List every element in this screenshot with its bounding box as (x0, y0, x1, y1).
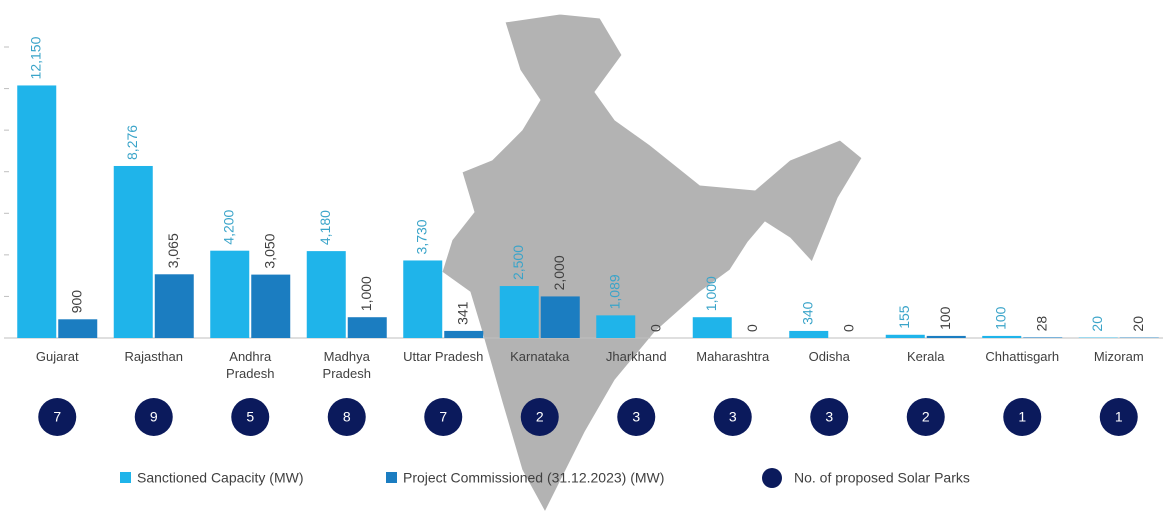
data-label: 3,050 (261, 233, 277, 268)
park-circle (231, 398, 270, 436)
data-label: 20 (1089, 316, 1105, 332)
bar (210, 250, 250, 338)
x-tick-label: Kerala (906, 349, 945, 364)
bar (982, 335, 1022, 338)
legend-swatch (386, 472, 397, 483)
park-circle (1099, 398, 1138, 436)
park-count: 7 (439, 409, 447, 425)
park-circle (134, 398, 173, 436)
x-tick-label: Chhattisgarh (985, 349, 1060, 364)
data-label: 155 (896, 305, 912, 329)
data-label: 28 (1033, 316, 1049, 332)
legend-swatch (120, 472, 131, 483)
x-tick-label: Odisha (808, 349, 850, 364)
bar (113, 165, 153, 338)
park-count: 1 (1018, 409, 1026, 425)
data-label: 1,089 (606, 274, 622, 309)
bar (306, 251, 346, 338)
park-count: 3 (632, 409, 640, 425)
park-circle (906, 398, 945, 436)
legend-label: No. of proposed Solar Parks (794, 470, 970, 486)
data-label: 8,276 (124, 125, 140, 160)
legend-label: Project Commissioned (31.12.2023) (MW) (403, 470, 664, 486)
india-map (441, 13, 863, 514)
x-tick-label: Mizoram (1093, 349, 1144, 364)
legend-label: Sanctioned Capacity (MW) (137, 470, 304, 486)
park-circle (424, 398, 463, 436)
data-label: 900 (68, 290, 84, 314)
bar (17, 85, 57, 338)
park-circle (38, 398, 77, 436)
data-label: 1,000 (358, 276, 374, 311)
bar (789, 330, 829, 338)
data-label: 340 (799, 301, 815, 325)
park-count: 3 (729, 409, 737, 425)
park-count: 2 (536, 409, 544, 425)
bar (58, 319, 98, 338)
x-tick-label: Jharkhand (605, 349, 667, 364)
bar (444, 330, 484, 338)
park-count: 9 (150, 409, 158, 425)
x-tick-label: Andhra Pradesh (226, 349, 275, 381)
park-count: 1 (1115, 409, 1123, 425)
data-label: 341 (454, 301, 470, 325)
x-tick-label: Karnataka (510, 349, 570, 364)
park-count: 8 (343, 409, 351, 425)
bar (347, 317, 387, 338)
park-count: 7 (53, 409, 61, 425)
data-label: 12,150 (27, 36, 43, 79)
park-circle (520, 398, 559, 436)
data-label: 0 (840, 324, 856, 332)
park-count: 2 (922, 409, 930, 425)
data-label: 20 (1130, 316, 1146, 332)
bar (692, 317, 732, 338)
bar (154, 274, 194, 338)
data-label: 3,065 (165, 233, 181, 268)
x-tick-label: Maharashtra (696, 349, 770, 364)
bar (1023, 337, 1063, 338)
park-circle (713, 398, 752, 436)
bar (596, 315, 636, 338)
park-count: 5 (246, 409, 254, 425)
park-circle (810, 398, 849, 436)
data-label: 0 (647, 324, 663, 332)
legend-swatch (762, 468, 782, 488)
park-circle (327, 398, 366, 436)
bar (540, 296, 580, 338)
x-tick-label: Rajasthan (124, 349, 184, 364)
park-circle (617, 398, 656, 436)
data-label: 1,000 (703, 276, 719, 311)
bar (885, 334, 925, 338)
data-label: 2,000 (551, 255, 567, 290)
x-tick-label: Gujarat (35, 349, 79, 364)
data-label: 2,500 (510, 245, 526, 280)
data-label: 100 (937, 306, 953, 330)
data-label: 4,200 (220, 209, 236, 244)
bar (403, 260, 443, 338)
x-tick-label: Madhya Pradesh (322, 349, 371, 381)
bar (251, 274, 291, 338)
x-tick-label: Uttar Pradesh (403, 349, 484, 364)
data-label: 100 (992, 306, 1008, 330)
bar (926, 335, 966, 338)
data-label: 4,180 (317, 210, 333, 245)
park-count: 3 (825, 409, 833, 425)
bar (499, 286, 539, 338)
park-circle (1003, 398, 1042, 436)
data-label: 3,730 (413, 219, 429, 254)
data-label: 0 (744, 324, 760, 332)
